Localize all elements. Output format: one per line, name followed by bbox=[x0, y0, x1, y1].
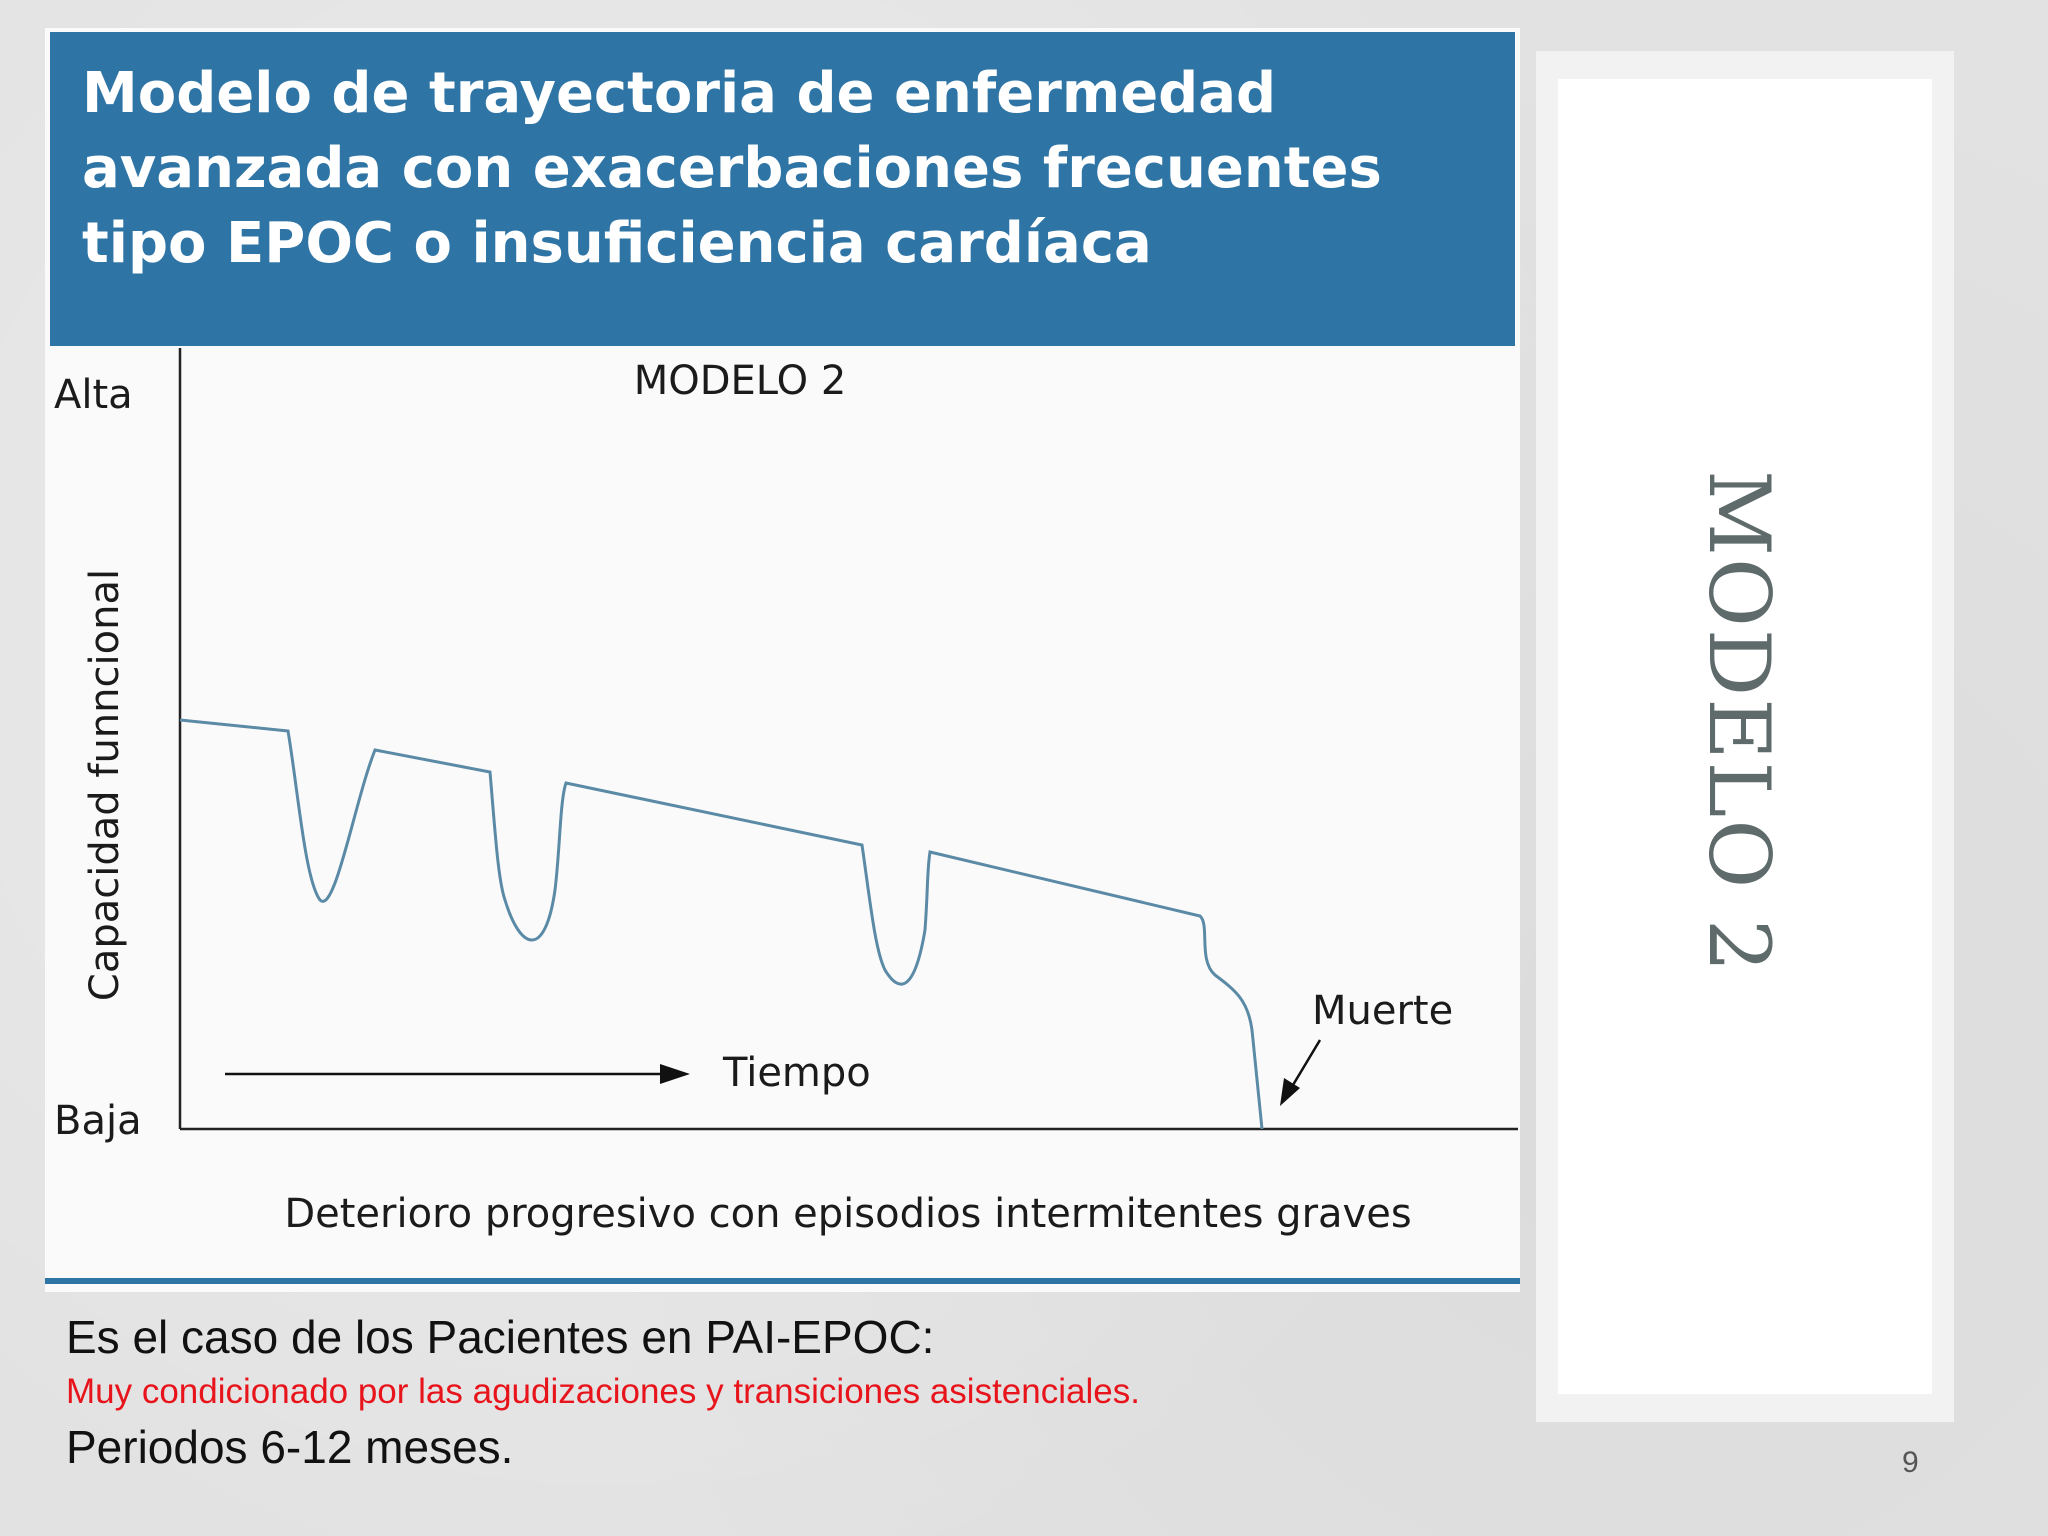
figure-bottom-rule bbox=[45, 1278, 1520, 1284]
time-arrow-head bbox=[660, 1064, 690, 1084]
trajectory-figure: Modelo de trayectoria de enfermedad avan… bbox=[45, 28, 1520, 1292]
y-high-label: Alta bbox=[54, 372, 133, 418]
caption-main: Es el caso de los Pacientes en PAI-EPOC: bbox=[66, 1311, 935, 1363]
figure-subtitle: Deterioro progresivo con episodios inter… bbox=[284, 1191, 1411, 1237]
trajectory-curve bbox=[179, 718, 1264, 1130]
caption-highlight: Muy condicionado por las agudizaciones y… bbox=[66, 1372, 1140, 1411]
model-label: MODELO 2 bbox=[634, 358, 847, 404]
page-number: 9 bbox=[1902, 1446, 1919, 1479]
side-title: MODELO 2 bbox=[1690, 470, 1788, 975]
death-arrow-shaft bbox=[1288, 1039, 1322, 1091]
caption-period: Periodos 6-12 meses. bbox=[66, 1421, 514, 1473]
y-axis-label: Capacidad funncional bbox=[82, 569, 128, 1001]
death-arrow-head bbox=[1280, 1078, 1300, 1106]
figure-title: Modelo de trayectoria de enfermedad avan… bbox=[82, 61, 1382, 276]
side-panel-inner bbox=[1558, 79, 1932, 1394]
death-label: Muerte bbox=[1312, 988, 1453, 1034]
time-label: Tiempo bbox=[722, 1050, 871, 1096]
figure-header: Modelo de trayectoria de enfermedad avan… bbox=[50, 32, 1515, 346]
side-panel bbox=[1536, 51, 1954, 1422]
y-low-label: Baja bbox=[54, 1098, 142, 1144]
